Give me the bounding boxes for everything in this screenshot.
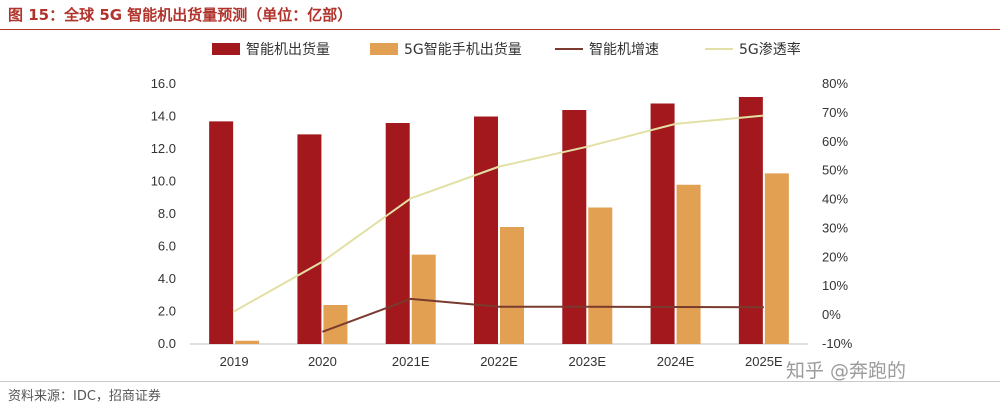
left-y-axis: 0.0 2.0 4.0 6.0 8.0 10.0 12.0 14.0 16.0 — [151, 76, 176, 351]
right-y-tick-label: 10% — [822, 278, 848, 293]
bar-smartphone-shipments — [385, 123, 410, 344]
legend-5g-shipments-swatch — [370, 43, 398, 55]
right-y-tick-label: 30% — [822, 220, 848, 235]
title-divider — [0, 29, 1000, 30]
bar-smartphone-shipments — [562, 110, 587, 344]
line-series — [233, 114, 764, 333]
bar-series — [209, 97, 789, 344]
x-tick-label: 2025E — [745, 354, 783, 369]
x-tick-label: 2022E — [480, 354, 518, 369]
right-y-tick-label: -10% — [822, 336, 853, 351]
x-tick-label: 2019 — [220, 354, 249, 369]
right-y-axis: -10% 0% 10% 20% 30% 40% 50% 60% 70% 80% — [822, 76, 853, 351]
right-y-tick-label: 70% — [822, 105, 848, 120]
legend-smartphone-shipments-label: 智能机出货量 — [246, 41, 330, 58]
source-note: 资料来源：IDC，招商证券 — [8, 389, 161, 404]
right-y-tick-label: 20% — [822, 249, 848, 264]
legend-smartphone-growth-label: 智能机增速 — [589, 42, 659, 58]
left-y-tick-label: 0.0 — [158, 336, 176, 351]
legend-5g-shipments-label: 5G智能手机出货量 — [404, 41, 522, 58]
bar-smartphone-shipments — [650, 103, 675, 344]
x-tick-label: 2020 — [308, 354, 337, 369]
right-y-tick-label: 0% — [822, 307, 841, 322]
x-tick-label: 2023E — [568, 354, 606, 369]
bar-smartphone-shipments — [474, 116, 498, 344]
legend-5g-penetration-label: 5G渗透率 — [739, 41, 801, 58]
bar-5g-shipments — [500, 227, 524, 344]
x-tick-label: 2024E — [657, 354, 695, 369]
chart-area: 智能机出货量 5G智能手机出货量 智能机增速 5G渗透率 0.0 2.0 4.0 6.0 8.… — [151, 41, 853, 369]
left-y-tick-label: 4.0 — [158, 271, 176, 286]
source-divider — [0, 381, 1000, 382]
left-y-tick-label: 6.0 — [158, 239, 176, 254]
x-axis: 2019 2020 2021E 2022E 2023E 2024E 2025E — [220, 354, 783, 369]
bar-5g-shipments — [588, 207, 613, 344]
right-y-tick-label: 80% — [822, 76, 848, 91]
bar-5g-shipments — [235, 340, 260, 344]
line-smartphone-growth — [322, 297, 764, 333]
left-y-tick-label: 16.0 — [151, 76, 176, 91]
bar-5g-shipments — [764, 173, 789, 344]
left-y-tick-label: 8.0 — [158, 206, 176, 221]
bar-5g-shipments — [676, 184, 701, 344]
left-y-tick-label: 10.0 — [151, 174, 176, 189]
right-y-tick-label: 60% — [822, 134, 848, 149]
bar-smartphone-shipments — [738, 97, 763, 344]
left-y-tick-label: 12.0 — [151, 141, 176, 156]
x-tick-label: 2021E — [392, 354, 430, 369]
bar-smartphone-shipments — [297, 134, 322, 344]
right-y-tick-label: 50% — [822, 163, 848, 178]
figure-title: 图 15：全球 5G 智能机出货量预测（单位：亿部） — [8, 6, 353, 24]
watermark: 知乎 @奔跑的 — [786, 360, 907, 382]
legend-smartphone-shipments-swatch — [212, 43, 240, 55]
left-y-tick-label: 14.0 — [151, 109, 176, 124]
left-y-tick-label: 2.0 — [158, 304, 176, 319]
legend: 智能机出货量 5G智能手机出货量 智能机增速 5G渗透率 — [212, 41, 801, 58]
right-y-tick-label: 40% — [822, 192, 848, 207]
bar-smartphone-shipments — [209, 121, 234, 344]
